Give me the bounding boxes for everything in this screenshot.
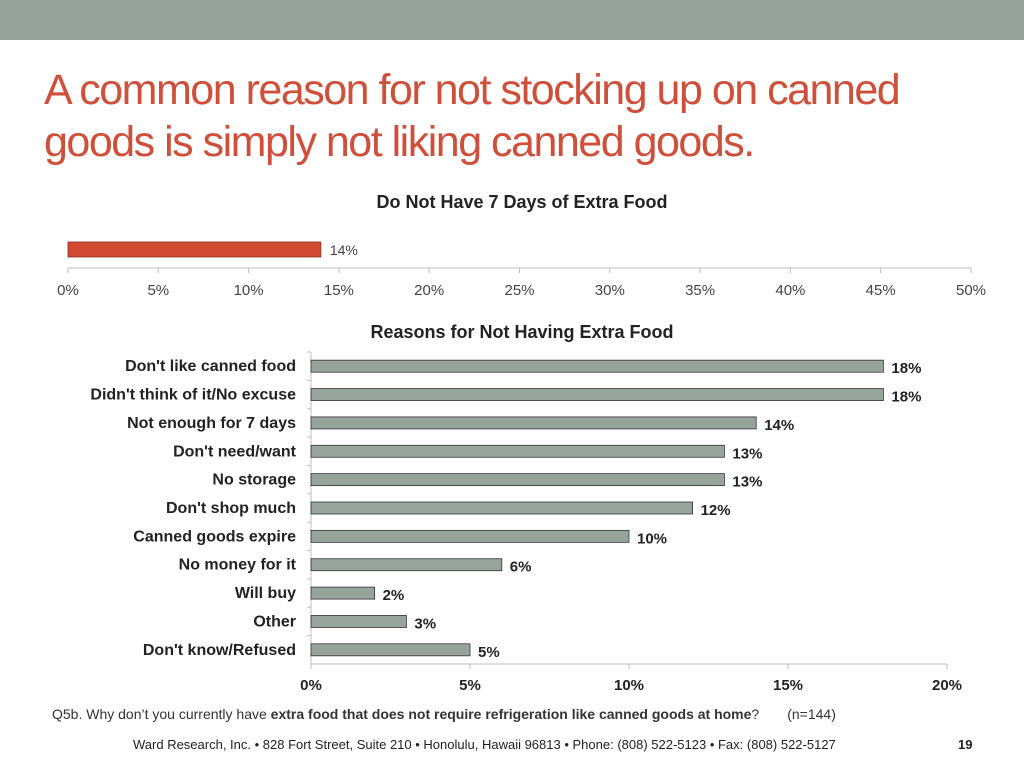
data-label-reason: 18% [891, 389, 921, 406]
category-label: Not enough for 7 days [127, 415, 296, 432]
chart-title-extra-food: Do Not Have 7 Days of Extra Food [376, 192, 668, 212]
bar-reason [310, 501, 694, 515]
category-label: No money for it [179, 557, 297, 574]
sample-size: (n=144) [787, 706, 836, 722]
bar-reason [310, 444, 725, 458]
x-tick-label: 45% [866, 282, 896, 299]
footnote-prefix: Q5b. Why don’t you currently have [52, 706, 271, 722]
bar-reason [310, 416, 757, 430]
x-tick-label: 0% [300, 677, 322, 694]
slide-title: A common reason for not stocking up on c… [44, 66, 901, 166]
x-tick-label: 40% [775, 282, 805, 299]
data-label-reason: 2% [383, 587, 405, 604]
data-label-reason: 3% [414, 615, 436, 632]
x-tick-label: 10% [614, 677, 644, 694]
x-tick-label: 15% [773, 677, 803, 694]
bar-extra-food [67, 241, 322, 258]
category-label: Other [253, 613, 296, 630]
data-label-reason: 13% [732, 474, 762, 491]
bar-reason [310, 359, 884, 373]
page-number: 19 [958, 737, 973, 752]
bar-reason [310, 586, 375, 600]
category-label: Canned goods expire [133, 528, 296, 545]
x-tick-label: 50% [956, 282, 986, 299]
x-tick-label: 25% [504, 282, 534, 299]
bar-reason [310, 529, 630, 543]
data-label-reason: 5% [478, 644, 500, 661]
x-tick-label: 20% [414, 282, 444, 299]
bar-reason [310, 473, 725, 487]
category-label: Don't need/want [173, 443, 297, 460]
category-label: Don't like canned food [125, 358, 296, 375]
x-tick-label: 30% [595, 282, 625, 299]
bar-reason [310, 643, 471, 657]
x-tick-label: 0% [57, 282, 79, 299]
bar-reason [310, 388, 884, 401]
x-tick-label: 5% [459, 677, 481, 694]
category-label: Don't know/Refused [143, 642, 296, 659]
footer-contact: Ward Research, Inc. • 828 Fort Street, S… [133, 737, 836, 752]
data-label-reason: 10% [637, 530, 667, 547]
category-label: Didn't think of it/No excuse [90, 387, 296, 404]
footnote-emphasis: extra food that does not require refrige… [270, 706, 752, 722]
data-label-reason: 18% [891, 360, 921, 377]
data-label-reason: 6% [510, 559, 532, 576]
bar-reason [310, 615, 407, 628]
category-label: Will buy [235, 585, 296, 602]
chart-title-reasons: Reasons for Not Having Extra Food [370, 322, 674, 342]
category-label: Don't shop much [166, 500, 296, 517]
data-label-extra-food: 14% [330, 242, 358, 258]
footnote-suffix: ? [751, 706, 760, 722]
x-tick-label: 20% [932, 677, 962, 694]
x-tick-label: 10% [234, 282, 264, 299]
bar-reason [310, 558, 503, 572]
data-label-reason: 12% [701, 502, 731, 519]
category-label: No storage [212, 472, 296, 489]
x-tick-label: 5% [147, 282, 169, 299]
data-label-reason: 13% [732, 445, 762, 462]
question-footnote: Q5b. Why don’t you currently have extra … [52, 706, 836, 722]
x-tick-label: 35% [685, 282, 715, 299]
top-banner [0, 0, 1024, 40]
data-label-reason: 14% [764, 417, 794, 434]
x-tick-label: 15% [324, 282, 354, 299]
